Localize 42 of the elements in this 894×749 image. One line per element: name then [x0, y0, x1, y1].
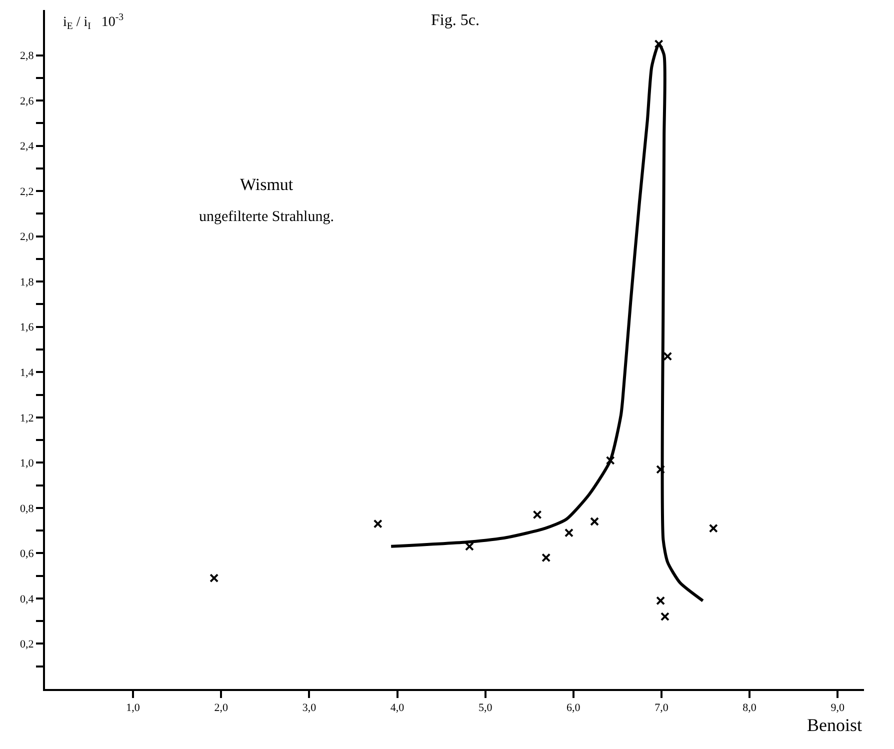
- x-tick-label: 3,0: [302, 702, 317, 714]
- x-tick-label: 5,0: [478, 702, 493, 714]
- x-tick-label: 6,0: [566, 702, 581, 714]
- point: [606, 456, 615, 465]
- y-tick-label: 1,0: [20, 458, 34, 470]
- point: [373, 519, 382, 528]
- chart-title: Fig. 5c.: [431, 12, 480, 29]
- y-tick-label: 2,0: [20, 231, 34, 244]
- point: [654, 39, 664, 48]
- point: [532, 510, 542, 520]
- y-tick-label: 1,6: [20, 322, 34, 334]
- y-tick-label: 0,2: [20, 638, 34, 651]
- point: [564, 528, 574, 538]
- y-tick-label: 1,4: [20, 366, 34, 379]
- point: [660, 612, 670, 622]
- x-tick-label: 9,0: [830, 702, 845, 714]
- x-tick-label: 4,0: [390, 702, 405, 714]
- y-tick-label: 2,8: [20, 50, 34, 62]
- annotation: ungefilterte Strahlung.: [199, 209, 334, 225]
- x-tick-label: 7,0: [654, 702, 669, 714]
- x-tick-label: 8,0: [742, 702, 757, 714]
- point: [708, 524, 718, 533]
- point: [656, 464, 666, 474]
- line-series: [390, 42, 704, 602]
- y-tick-label: 0,8: [20, 502, 34, 515]
- y-tick-label: 2,2: [20, 186, 34, 198]
- y-tick-label: 1,2: [20, 412, 34, 424]
- y-tick-label: 0,4: [20, 593, 34, 606]
- y-tick-label: 1,8: [20, 276, 34, 288]
- point: [210, 574, 219, 583]
- x-tick-label: 2,0: [214, 702, 229, 714]
- y-tick-label: 2,6: [20, 95, 34, 108]
- point: [656, 596, 666, 606]
- x-axis-title: Benoist: [807, 715, 862, 735]
- point: [590, 517, 600, 526]
- y-tick-label: 2,4: [20, 140, 34, 153]
- y-axis-title: i$_{E}$ / i$_{I}$ 10$^{-3}$: [63, 12, 124, 32]
- y-tick-label: 0,6: [20, 548, 34, 560]
- point: [542, 553, 551, 562]
- point: [663, 352, 672, 361]
- annotation: Wismut: [240, 175, 294, 194]
- x-tick-label: 1,0: [126, 702, 140, 714]
